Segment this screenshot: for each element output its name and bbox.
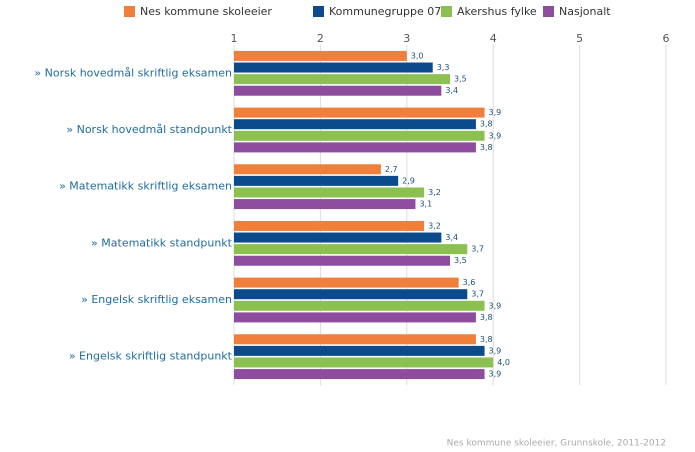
value-label: 3,3 — [437, 63, 450, 72]
bar — [234, 277, 459, 288]
value-label: 3,7 — [471, 290, 484, 299]
value-label: 3,1 — [419, 200, 432, 209]
value-label: 3,2 — [428, 188, 441, 197]
value-label: 3,5 — [454, 256, 467, 265]
bar — [234, 199, 416, 210]
legend-label: Nes kommune skoleeier — [140, 5, 272, 18]
legend-label: Akershus fylke — [457, 5, 537, 18]
value-label: 2,7 — [385, 165, 398, 174]
bar — [234, 187, 425, 198]
value-label: 3,5 — [454, 75, 467, 84]
value-label: 3,9 — [489, 346, 502, 355]
bar — [234, 369, 485, 380]
category-label: » Norsk hovedmål standpunkt — [66, 123, 232, 136]
bar — [234, 244, 468, 255]
value-label: 3,8 — [480, 335, 493, 344]
bar — [234, 164, 381, 175]
bar — [234, 50, 407, 61]
bar — [234, 312, 476, 323]
bar — [234, 255, 450, 266]
source: Nes kommune skoleeier, Grunnskole, 2011-… — [447, 439, 666, 449]
x-tick-label: 3 — [403, 32, 410, 45]
value-label: 3,0 — [411, 51, 424, 60]
legend-swatch — [313, 6, 324, 17]
bar — [234, 142, 476, 153]
x-tick-label: 2 — [317, 32, 324, 45]
value-label: 3,2 — [428, 221, 441, 230]
x-tick-label: 6 — [663, 32, 670, 45]
bar — [234, 334, 476, 345]
value-label: 2,9 — [402, 176, 415, 185]
value-label: 3,7 — [471, 245, 484, 254]
bar — [234, 85, 442, 96]
value-label: 3,4 — [445, 233, 458, 242]
category-label: » Matematikk skriftlig eksamen — [59, 180, 232, 193]
bar — [234, 357, 494, 368]
legend-label: Kommunegruppe 07 — [329, 5, 441, 18]
legend-swatch — [124, 6, 135, 17]
value-label: 3,9 — [489, 131, 502, 140]
bar — [234, 62, 433, 73]
legend-label: Nasjonalt — [559, 5, 611, 18]
value-label: 3,4 — [445, 86, 458, 95]
legend-swatch — [543, 6, 554, 17]
bar — [234, 289, 468, 300]
value-label: 3,9 — [489, 108, 502, 117]
value-label: 4,0 — [497, 358, 510, 367]
legend-swatch — [441, 6, 452, 17]
value-label: 3,9 — [489, 301, 502, 310]
value-label: 3,6 — [463, 278, 476, 287]
category-label: » Norsk hovedmål skriftlig eksamen — [34, 66, 232, 79]
bar — [234, 107, 485, 118]
bar — [234, 74, 450, 85]
bar — [234, 232, 442, 243]
value-label: 3,9 — [489, 370, 502, 379]
category-label: » Engelsk skriftlig standpunkt — [69, 350, 233, 363]
x-tick-label: 4 — [490, 32, 497, 45]
bar — [234, 345, 485, 356]
x-tick-label: 5 — [576, 32, 583, 45]
value-label: 3,8 — [480, 120, 493, 129]
bar — [234, 300, 485, 311]
category-label: » Matematikk standpunkt — [91, 236, 233, 249]
bar — [234, 130, 485, 141]
bar — [234, 220, 425, 231]
bar — [234, 175, 399, 186]
x-tick-label: 1 — [231, 32, 238, 45]
category-label: » Engelsk skriftlig eksamen — [81, 293, 232, 306]
bar — [234, 119, 476, 130]
value-label: 3,8 — [480, 313, 493, 322]
value-label: 3,8 — [480, 143, 493, 152]
